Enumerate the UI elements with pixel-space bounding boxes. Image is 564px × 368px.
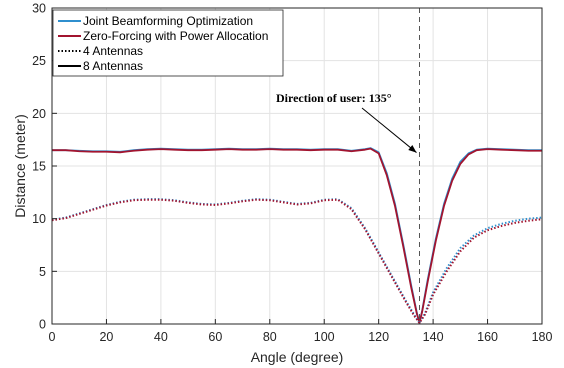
legend: Joint Beamforming OptimizationZero-Forci… bbox=[52, 9, 284, 77]
axis-ticks bbox=[51, 7, 543, 325]
annotation-arrow bbox=[361, 107, 417, 153]
x-tick-label: 80 bbox=[263, 330, 277, 344]
annotation: Direction of user: 135° bbox=[276, 91, 417, 153]
y-tick-label: 0 bbox=[39, 318, 46, 332]
annotation-arrowhead bbox=[408, 145, 417, 153]
tick-labels: 0 20 40 60 80 100 120 140 160 180 0 5 10 15 20 25 30 bbox=[32, 2, 552, 345]
y-tick-label: 15 bbox=[32, 160, 46, 174]
x-tick-label: 60 bbox=[208, 330, 222, 344]
x-tick-label: 0 bbox=[49, 330, 56, 344]
y-axis-label: Distance (meter) bbox=[12, 114, 28, 217]
y-tick-label: 25 bbox=[32, 54, 46, 68]
y-tick-label: 5 bbox=[39, 265, 46, 279]
y-tick-label: 30 bbox=[32, 2, 46, 16]
x-tick-label: 160 bbox=[477, 330, 498, 344]
legend-box bbox=[52, 9, 284, 77]
y-tick-label: 20 bbox=[32, 107, 46, 121]
series-line-4 bbox=[51, 198, 543, 324]
x-tick-label: 180 bbox=[532, 330, 553, 344]
x-tick-label: 100 bbox=[314, 330, 335, 344]
y-tick-label: 10 bbox=[32, 212, 46, 226]
x-axis-label: Angle (degree) bbox=[251, 349, 344, 365]
series-line-2 bbox=[52, 147, 542, 324]
x-tick-label: 20 bbox=[99, 330, 113, 344]
legend-label-2: Zero-Forcing with Power Allocation bbox=[83, 29, 268, 43]
x-tick-label: 40 bbox=[154, 330, 168, 344]
legend-label-4: 8 Antennas bbox=[83, 59, 143, 73]
x-tick-label: 140 bbox=[423, 330, 444, 344]
series-lines bbox=[51, 147, 543, 324]
x-tick-label: 120 bbox=[368, 330, 389, 344]
annotation-text: Direction of user: 135° bbox=[276, 91, 392, 105]
legend-label-1: Joint Beamforming Optimization bbox=[83, 14, 253, 28]
legend-label-3: 4 Antennas bbox=[83, 44, 143, 58]
